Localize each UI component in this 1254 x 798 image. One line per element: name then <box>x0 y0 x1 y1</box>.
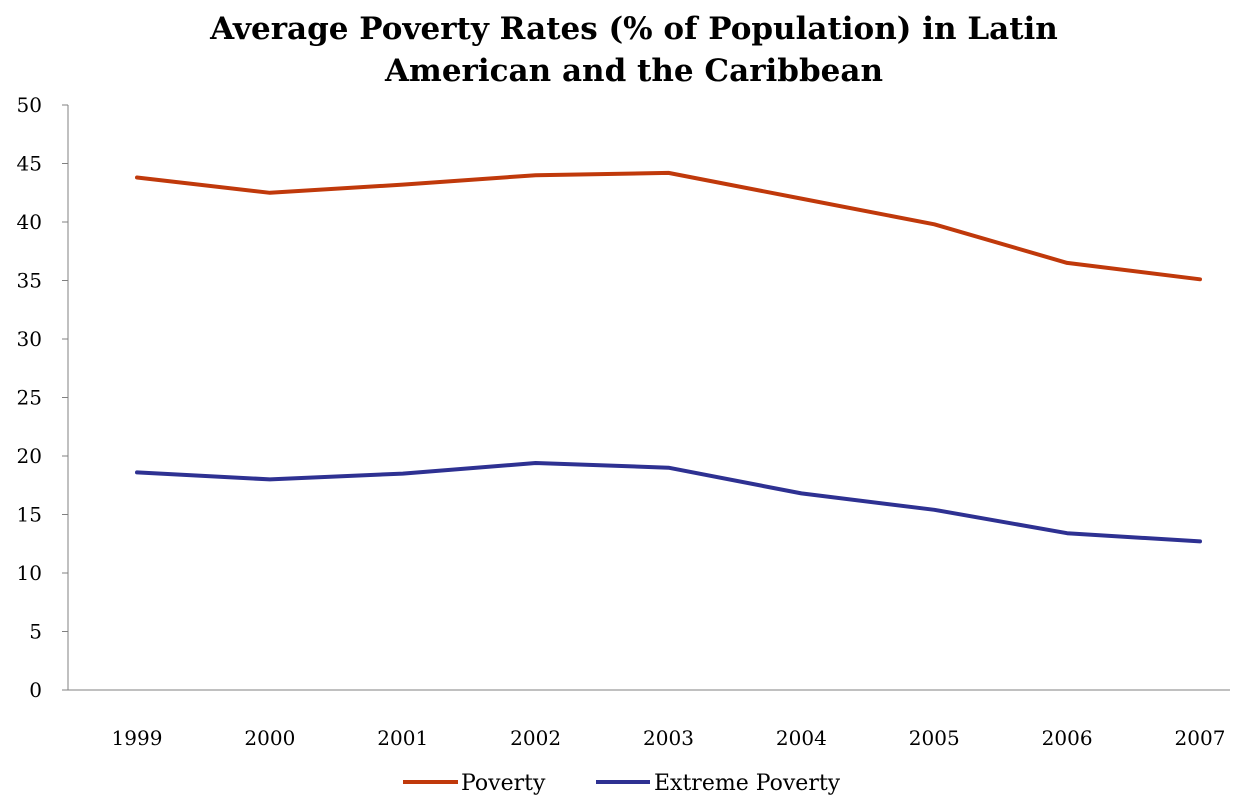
y-axis-ticks: 0 5 10 15 20 25 30 35 40 45 50 <box>17 93 68 702</box>
axes <box>67 105 1230 691</box>
chart-title-line-2: American and the Caribbean <box>384 53 883 89</box>
legend-label-poverty: Poverty <box>461 771 546 796</box>
x-tick-label: 2003 <box>643 726 694 750</box>
y-tick-label: 30 <box>17 327 42 351</box>
x-axis-ticks: 1999 2000 2001 2002 2003 2004 2005 2006 2007 <box>112 726 1226 750</box>
x-tick-label: 2002 <box>510 726 561 750</box>
chart-title: Average Poverty Rates (% of Population) … <box>0 8 1254 92</box>
y-tick-label: 25 <box>17 386 42 410</box>
y-tick-label: 0 <box>29 678 42 702</box>
x-tick-label: 1999 <box>112 726 163 750</box>
chart-title-line-1: Average Poverty Rates (% of Population) … <box>210 11 1058 47</box>
legend: Poverty Extreme Poverty <box>403 771 841 796</box>
x-tick-label: 2005 <box>909 726 960 750</box>
x-tick-label: 2006 <box>1042 726 1093 750</box>
series-line-extreme-poverty <box>135 461 1202 544</box>
y-tick-label: 5 <box>29 620 42 644</box>
x-tick-label: 2000 <box>244 726 295 750</box>
legend-label-extreme-poverty: Extreme Poverty <box>654 771 841 796</box>
x-tick-label: 2007 <box>1175 726 1226 750</box>
y-tick-label: 40 <box>17 210 42 234</box>
y-tick-label: 10 <box>17 561 42 585</box>
x-tick-label: 2004 <box>776 726 827 750</box>
y-tick-label: 15 <box>17 503 42 527</box>
y-tick-label: 50 <box>17 93 42 117</box>
y-tick-label: 20 <box>17 444 42 468</box>
series-lines <box>135 170 1202 544</box>
y-tick-label: 45 <box>17 152 42 176</box>
x-tick-label: 2001 <box>377 726 428 750</box>
y-tick-label: 35 <box>17 269 42 293</box>
series-line-poverty <box>135 170 1202 282</box>
